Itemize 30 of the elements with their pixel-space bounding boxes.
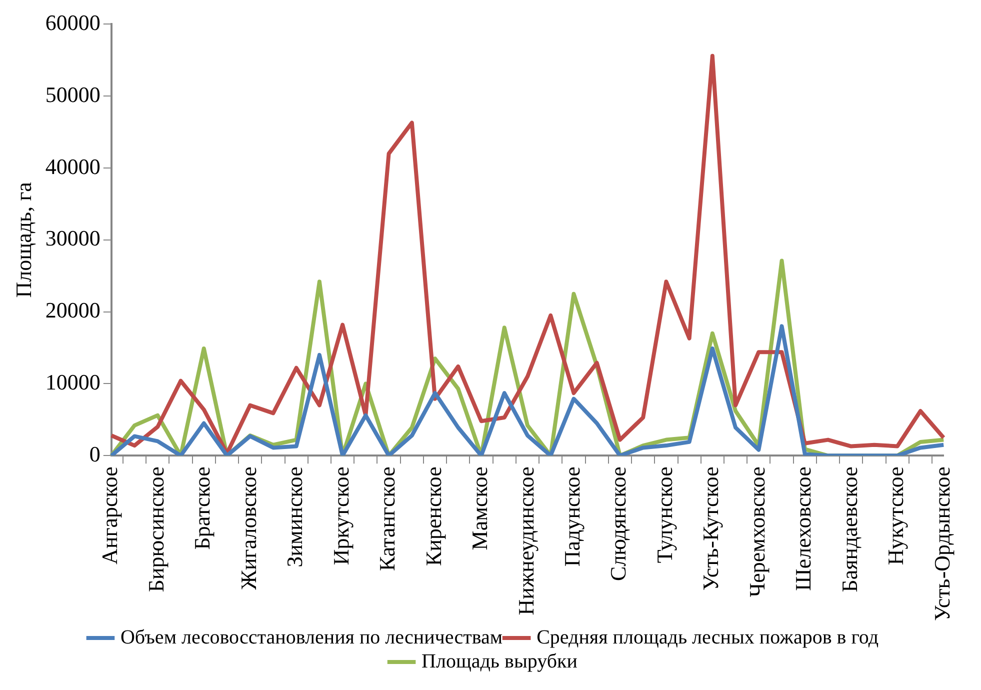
x-tick-label: Тулунское xyxy=(652,466,677,564)
legend-label: Объем лесовосстановления по лесничествам xyxy=(120,626,503,648)
x-tick-label: Ангарское xyxy=(97,466,122,564)
x-tick-label: Жигаловское xyxy=(236,466,261,590)
x-tick-label: Братское xyxy=(190,466,215,550)
x-tick-label: Черемховское xyxy=(744,466,770,598)
x-tick-label: Катангское xyxy=(374,466,400,572)
x-tick-label: Баяндаевское xyxy=(836,466,862,592)
y-axis-title: Площадь, га xyxy=(10,182,36,298)
x-tick-label: Усть-Кутское xyxy=(698,466,724,591)
legend-label: Площадь вырубки xyxy=(422,650,578,672)
x-tick-label: Нижнеудинское xyxy=(513,466,538,616)
y-tick-label: 0 xyxy=(89,441,100,466)
x-tick-label: Шелеховское xyxy=(790,466,816,591)
x-tick-label: Бирюсинское xyxy=(143,466,168,592)
y-tick-label: 30000 xyxy=(45,226,100,251)
y-tick-label: 20000 xyxy=(45,298,100,323)
x-tick-label: Зиминское xyxy=(282,466,308,568)
y-tick-label: 60000 xyxy=(45,10,100,35)
y-tick-label: 40000 xyxy=(45,154,100,179)
x-tick-label: Слюдянское xyxy=(606,466,631,582)
x-tick-label: Усть-Ордынское xyxy=(929,466,954,622)
y-tick-label: 50000 xyxy=(45,82,100,107)
y-tick-label: 10000 xyxy=(45,369,100,394)
legend-label: Средняя площадь лесных пожаров в год xyxy=(536,626,879,648)
x-tick-label: Нукутское xyxy=(883,466,908,566)
x-tick-label: Киренское xyxy=(420,466,446,566)
x-tick-label: Мамское xyxy=(467,466,492,550)
x-tick-label: Иркутское xyxy=(328,466,354,566)
x-tick-label: Падунское xyxy=(560,466,585,567)
